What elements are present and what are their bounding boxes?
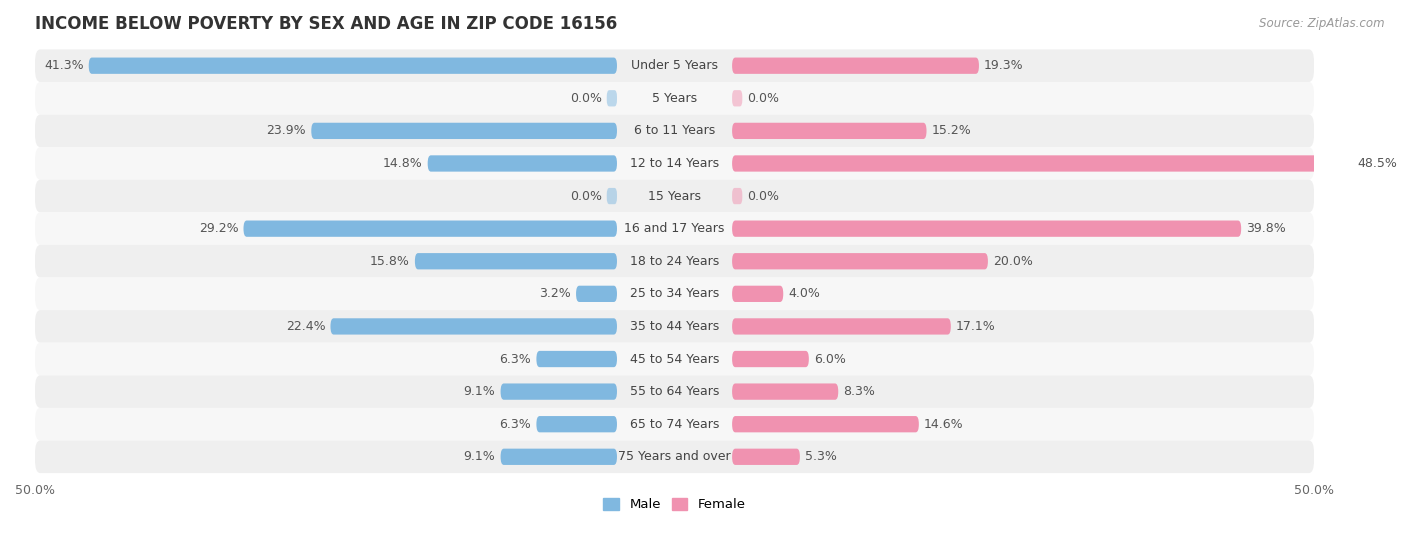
FancyBboxPatch shape [733,416,920,432]
FancyBboxPatch shape [311,123,617,139]
Text: 9.1%: 9.1% [464,451,495,463]
FancyBboxPatch shape [733,155,1353,172]
Text: 6.3%: 6.3% [499,418,531,430]
Text: 16 and 17 Years: 16 and 17 Years [624,222,724,235]
FancyBboxPatch shape [427,155,617,172]
FancyBboxPatch shape [35,49,1315,82]
FancyBboxPatch shape [733,383,838,400]
Text: 0.0%: 0.0% [569,190,602,202]
Text: 22.4%: 22.4% [285,320,325,333]
FancyBboxPatch shape [35,245,1315,277]
FancyBboxPatch shape [35,147,1315,180]
FancyBboxPatch shape [35,440,1315,473]
FancyBboxPatch shape [501,449,617,465]
FancyBboxPatch shape [35,115,1315,147]
Text: 17.1%: 17.1% [956,320,995,333]
FancyBboxPatch shape [415,253,617,269]
Text: 4.0%: 4.0% [789,287,820,300]
Text: 75 Years and over: 75 Years and over [619,451,731,463]
Text: 14.8%: 14.8% [382,157,423,170]
FancyBboxPatch shape [35,375,1315,408]
FancyBboxPatch shape [733,58,979,74]
FancyBboxPatch shape [243,220,617,237]
Text: 6.0%: 6.0% [814,353,846,366]
FancyBboxPatch shape [576,286,617,302]
FancyBboxPatch shape [733,220,1241,237]
Text: 20.0%: 20.0% [993,255,1033,268]
Legend: Male, Female: Male, Female [598,492,751,517]
Text: INCOME BELOW POVERTY BY SEX AND AGE IN ZIP CODE 16156: INCOME BELOW POVERTY BY SEX AND AGE IN Z… [35,15,617,33]
Text: 15.8%: 15.8% [370,255,409,268]
FancyBboxPatch shape [35,277,1315,310]
Text: 12 to 14 Years: 12 to 14 Years [630,157,718,170]
FancyBboxPatch shape [733,286,783,302]
Text: 5 Years: 5 Years [652,92,697,105]
FancyBboxPatch shape [733,123,927,139]
FancyBboxPatch shape [607,90,617,106]
Text: 55 to 64 Years: 55 to 64 Years [630,385,720,398]
Text: 41.3%: 41.3% [44,59,83,72]
Text: 5.3%: 5.3% [806,451,837,463]
FancyBboxPatch shape [330,318,617,335]
FancyBboxPatch shape [35,310,1315,343]
FancyBboxPatch shape [733,253,988,269]
Text: 29.2%: 29.2% [198,222,239,235]
Text: 15.2%: 15.2% [932,125,972,138]
FancyBboxPatch shape [89,58,617,74]
FancyBboxPatch shape [35,408,1315,440]
Text: 19.3%: 19.3% [984,59,1024,72]
FancyBboxPatch shape [733,90,742,106]
FancyBboxPatch shape [35,82,1315,115]
Text: 15 Years: 15 Years [648,190,702,202]
FancyBboxPatch shape [733,449,800,465]
FancyBboxPatch shape [35,180,1315,212]
FancyBboxPatch shape [733,188,742,204]
Text: 65 to 74 Years: 65 to 74 Years [630,418,720,430]
Text: 0.0%: 0.0% [748,92,779,105]
Text: 8.3%: 8.3% [844,385,876,398]
FancyBboxPatch shape [35,212,1315,245]
Text: Under 5 Years: Under 5 Years [631,59,718,72]
Text: 45 to 54 Years: 45 to 54 Years [630,353,720,366]
Text: 14.6%: 14.6% [924,418,963,430]
FancyBboxPatch shape [607,188,617,204]
FancyBboxPatch shape [733,351,808,367]
FancyBboxPatch shape [537,351,617,367]
Text: 35 to 44 Years: 35 to 44 Years [630,320,718,333]
Text: 25 to 34 Years: 25 to 34 Years [630,287,718,300]
FancyBboxPatch shape [35,343,1315,375]
Text: 6.3%: 6.3% [499,353,531,366]
Text: 39.8%: 39.8% [1246,222,1286,235]
Text: 18 to 24 Years: 18 to 24 Years [630,255,718,268]
Text: 9.1%: 9.1% [464,385,495,398]
Text: 3.2%: 3.2% [538,287,571,300]
FancyBboxPatch shape [501,383,617,400]
FancyBboxPatch shape [733,318,950,335]
Text: 48.5%: 48.5% [1358,157,1398,170]
FancyBboxPatch shape [537,416,617,432]
Text: Source: ZipAtlas.com: Source: ZipAtlas.com [1260,17,1385,30]
Text: 23.9%: 23.9% [267,125,307,138]
Text: 0.0%: 0.0% [748,190,779,202]
Text: 6 to 11 Years: 6 to 11 Years [634,125,716,138]
Text: 0.0%: 0.0% [569,92,602,105]
